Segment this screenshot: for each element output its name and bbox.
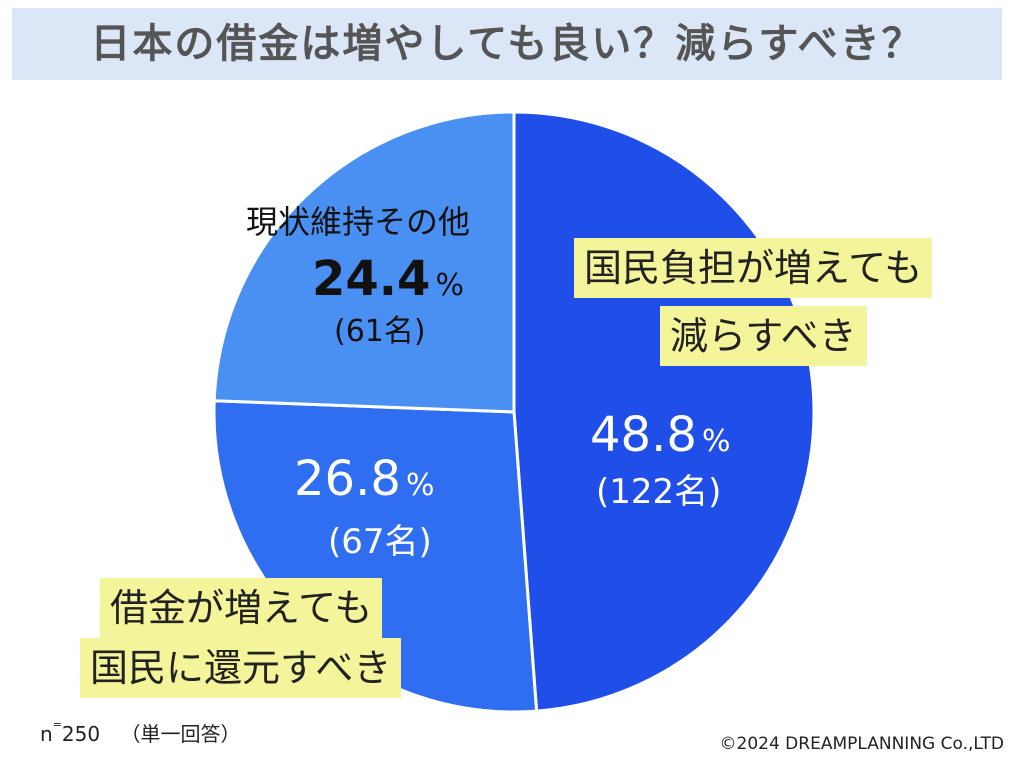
- percent-sign: %: [405, 468, 435, 503]
- slice-label-reduce-2: 減らすべき: [660, 306, 867, 366]
- slice-label-reduce-line2: 減らすべき: [660, 306, 867, 366]
- sample-size-equals: =: [52, 718, 62, 731]
- slice-label-return-line1: 借金が増えても: [100, 578, 383, 638]
- answer-type: （単一回答）: [120, 722, 241, 746]
- percent-sign: %: [701, 424, 731, 459]
- slice-label-reduce-line1: 国民負担が増えても: [574, 238, 933, 298]
- slice-label-return-line2: 国民に還元すべき: [80, 638, 402, 698]
- slice-percent-return-value: 26.8: [294, 451, 401, 507]
- slice-label-reduce: 国民負担が増えても: [574, 238, 933, 298]
- sample-size: n=250 （単一回答）: [40, 718, 240, 747]
- slice-percent-status-quo: 24.4 %: [312, 252, 464, 306]
- slice-percent-status-quo-value: 24.4: [312, 251, 431, 307]
- slice-percent-reduce-value: 48.8: [590, 407, 697, 463]
- slice-label-status-quo: 現状維持その他: [246, 203, 471, 241]
- copyright: ©2024 DREAMPLANNING Co.,LTD: [719, 734, 1004, 754]
- slice-percent-return: 26.8 %: [294, 452, 434, 506]
- sample-size-label: n: [40, 722, 53, 746]
- slice-count-status-quo: (61名): [334, 314, 426, 349]
- page-title: 日本の借金は増やしても良い？減らすべき？: [90, 21, 924, 67]
- slice-label-return-2: 国民に還元すべき: [80, 638, 402, 698]
- slice-label-return: 借金が増えても: [100, 578, 383, 638]
- slice-count-return: (67名): [328, 522, 432, 562]
- pie-slice-status-quo: [212, 110, 516, 414]
- slice-percent-reduce: 48.8 %: [590, 408, 730, 462]
- percent-sign: %: [435, 268, 465, 303]
- sample-size-value: 250: [61, 722, 101, 746]
- slice-count-reduce: (122名): [596, 472, 722, 512]
- title-bar: 日本の借金は増やしても良い？減らすべき？: [12, 8, 1002, 80]
